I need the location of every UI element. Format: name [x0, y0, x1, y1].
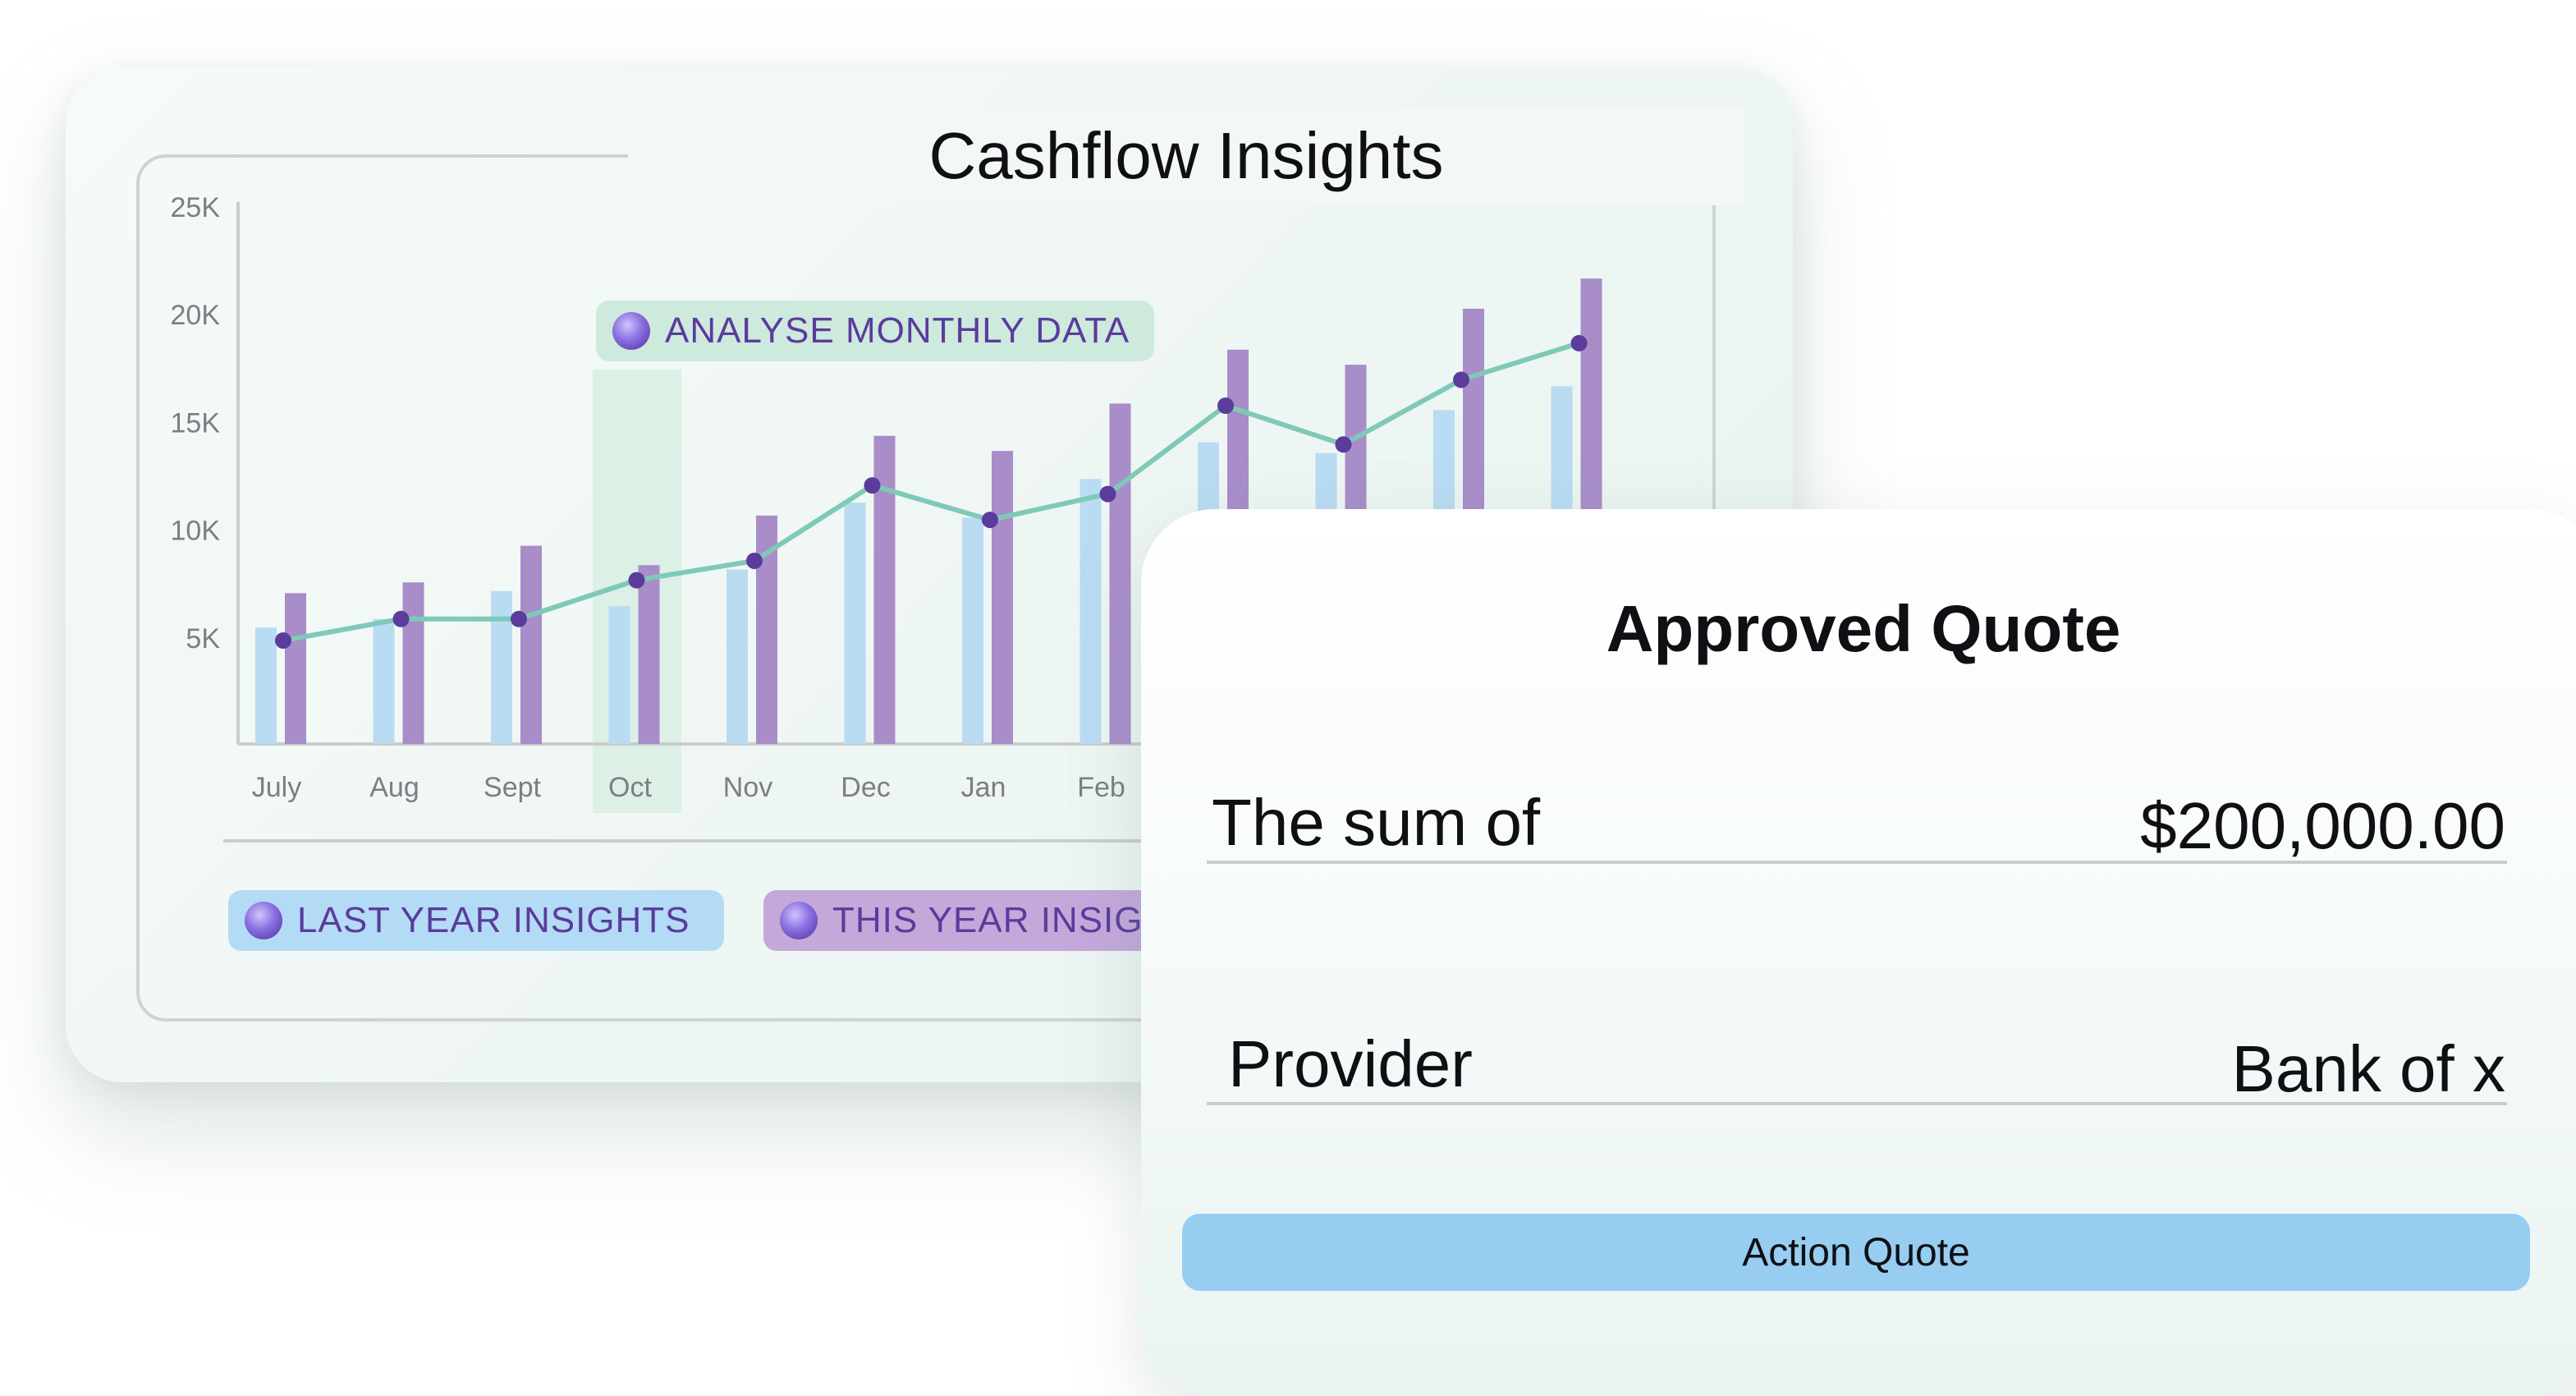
- provider-divider: [1207, 1102, 2507, 1105]
- x-tick-label-july: July: [252, 772, 301, 803]
- trend-point-feb: [1099, 485, 1116, 503]
- bar-last-year-jan: [962, 517, 983, 744]
- bar-this-year-july: [285, 593, 306, 744]
- bar-last-year-aug: [373, 618, 395, 744]
- trend-point-apr: [1335, 436, 1352, 453]
- analyse-label: ANALYSE MONTHLY DATA: [665, 310, 1130, 351]
- legend-last-dot-icon: [245, 902, 282, 939]
- trend-point-jan: [982, 512, 998, 529]
- y-tick-label: 5K: [186, 623, 220, 654]
- trend-point-aug: [392, 610, 410, 627]
- bar-this-year-aug: [402, 582, 424, 744]
- trend-point-sept: [511, 610, 527, 627]
- x-tick-label-aug: Aug: [369, 772, 419, 803]
- analyse-dot-icon: [612, 312, 650, 350]
- y-tick-label: 25K: [171, 192, 221, 223]
- bar-last-year-sept: [491, 590, 512, 744]
- sum-label: The sum of: [1212, 786, 1541, 859]
- chart-title: Cashflow Insights: [628, 107, 1744, 205]
- trend-line: [282, 341, 1580, 643]
- legend-this-dot-icon: [780, 902, 818, 939]
- x-tick-label-oct: Oct: [608, 772, 652, 803]
- provider-label: Provider: [1228, 1027, 1473, 1100]
- provider-value: Bank of x: [2231, 1032, 2505, 1105]
- bar-this-year-sept: [520, 545, 542, 744]
- analyse-monthly-data-button[interactable]: ANALYSE MONTHLY DATA: [596, 301, 1154, 361]
- action-quote-button[interactable]: Action Quote: [1182, 1214, 2530, 1291]
- trend-point-may: [1453, 371, 1469, 388]
- trend-point-jun: [1570, 334, 1588, 351]
- trend-point-dec: [864, 477, 881, 494]
- x-tick-label-sept: Sept: [484, 772, 541, 803]
- x-tick-label-dec: Dec: [841, 772, 890, 803]
- trend-point-mar: [1217, 397, 1234, 415]
- cashflow-chart: 5K 10K 15K 20K 25K July Aug Sept Oct Nov Dec Jan Fe…: [171, 192, 1602, 843]
- bar-last-year-july: [255, 627, 277, 744]
- bar-last-year-feb: [1079, 479, 1102, 744]
- legend-last-label: LAST YEAR INSIGHTS: [297, 900, 690, 940]
- bar-last-year-oct: [608, 606, 630, 744]
- bar-last-year-nov: [727, 569, 748, 744]
- legend-last-year[interactable]: LAST YEAR INSIGHTS: [228, 890, 724, 951]
- x-tick-label-feb: Feb: [1077, 772, 1125, 803]
- trend-point-nov: [746, 552, 763, 569]
- sum-value: $200,000.00: [2140, 789, 2505, 862]
- bar-this-year-oct: [638, 565, 660, 744]
- quote-title: Approved Quote: [1606, 592, 2121, 665]
- y-tick-label: 20K: [171, 300, 221, 331]
- trend-point-july: [275, 632, 291, 650]
- x-tick-label-jan: Jan: [961, 772, 1006, 803]
- y-tick-label: 10K: [171, 516, 221, 547]
- trend-point-oct: [628, 572, 645, 589]
- y-tick-label: 15K: [171, 407, 221, 439]
- bar-this-year-feb: [1109, 403, 1131, 744]
- sum-divider: [1207, 861, 2507, 864]
- bar-last-year-dec: [844, 503, 866, 744]
- x-tick-label-nov: Nov: [723, 772, 772, 803]
- bar-this-year-jan: [992, 451, 1013, 744]
